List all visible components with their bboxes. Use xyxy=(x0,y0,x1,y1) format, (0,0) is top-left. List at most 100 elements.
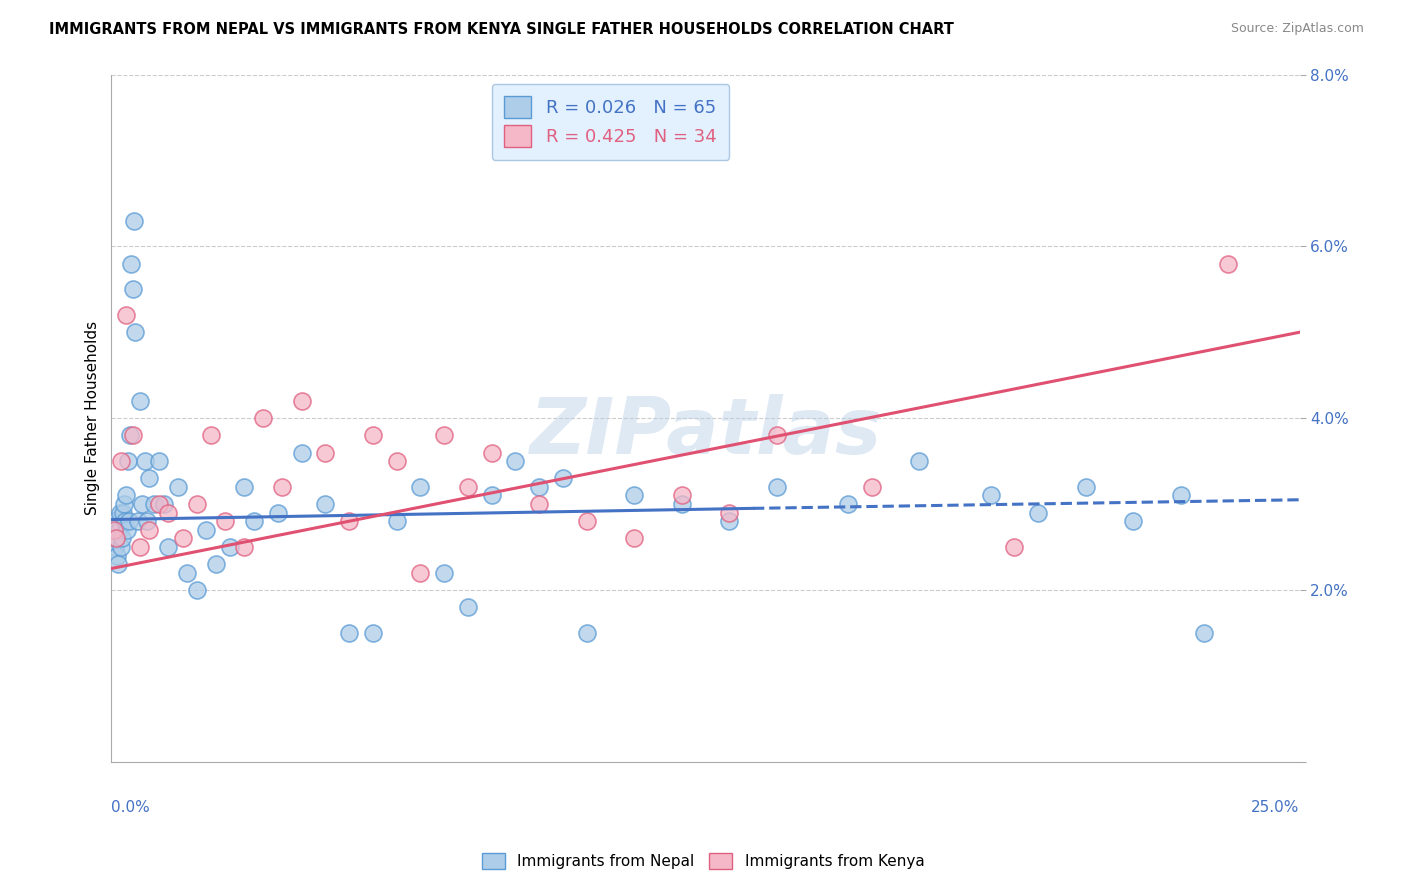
Point xyxy=(837,497,859,511)
Point xyxy=(152,497,174,511)
Point xyxy=(214,514,236,528)
Text: IMMIGRANTS FROM NEPAL VS IMMIGRANTS FROM KENYA SINGLE FATHER HOUSEHOLDS CORRELAT: IMMIGRANTS FROM NEPAL VS IMMIGRANTS FROM… xyxy=(49,22,955,37)
Point xyxy=(131,497,153,511)
Point xyxy=(219,540,242,554)
Point xyxy=(385,454,408,468)
Point xyxy=(134,454,156,468)
Point xyxy=(765,428,787,442)
Point xyxy=(551,471,574,485)
Point xyxy=(124,325,146,339)
Y-axis label: Single Father Households: Single Father Households xyxy=(86,321,100,516)
Point xyxy=(186,582,208,597)
Point xyxy=(314,497,336,511)
Point xyxy=(233,540,256,554)
Point xyxy=(138,471,160,485)
Point xyxy=(243,514,266,528)
Point xyxy=(361,626,384,640)
Point xyxy=(176,566,198,580)
Point xyxy=(908,454,931,468)
Point xyxy=(129,394,152,409)
Point xyxy=(105,532,128,546)
Point xyxy=(718,506,741,520)
Point xyxy=(575,626,598,640)
Point xyxy=(114,514,136,528)
Point xyxy=(105,532,128,546)
Point xyxy=(337,514,360,528)
Point xyxy=(409,566,432,580)
Text: 0.0%: 0.0% xyxy=(111,799,150,814)
Point xyxy=(120,428,142,442)
Point xyxy=(111,506,134,520)
Point xyxy=(314,445,336,459)
Point xyxy=(157,540,180,554)
Point xyxy=(505,454,527,468)
Point xyxy=(1026,506,1049,520)
Point xyxy=(527,480,550,494)
Point xyxy=(457,600,479,615)
Point xyxy=(860,480,883,494)
Point xyxy=(110,454,132,468)
Point xyxy=(122,213,145,227)
Point xyxy=(1194,626,1216,640)
Point xyxy=(409,480,432,494)
Point xyxy=(252,411,274,425)
Point xyxy=(1218,256,1240,270)
Point xyxy=(121,428,143,442)
Point xyxy=(623,532,645,546)
Legend: Immigrants from Nepal, Immigrants from Kenya: Immigrants from Nepal, Immigrants from K… xyxy=(475,847,931,875)
Point xyxy=(114,488,136,502)
Point xyxy=(112,497,135,511)
Point xyxy=(172,532,194,546)
Point xyxy=(1002,540,1025,554)
Point xyxy=(1074,480,1097,494)
Point xyxy=(127,514,149,528)
Point xyxy=(361,428,384,442)
Point xyxy=(671,488,693,502)
Point xyxy=(110,540,132,554)
Point xyxy=(385,514,408,528)
Point xyxy=(103,514,125,528)
Point xyxy=(138,523,160,537)
Point xyxy=(527,497,550,511)
Point xyxy=(186,497,208,511)
Point xyxy=(200,428,222,442)
Point xyxy=(120,256,142,270)
Point xyxy=(233,480,256,494)
Point xyxy=(136,514,159,528)
Point xyxy=(148,454,170,468)
Point xyxy=(157,506,180,520)
Point xyxy=(108,506,131,520)
Point xyxy=(121,282,143,296)
Point xyxy=(457,480,479,494)
Point xyxy=(167,480,190,494)
Point xyxy=(481,488,503,502)
Point xyxy=(433,428,456,442)
Legend: R = 0.026   N = 65, R = 0.425   N = 34: R = 0.026 N = 65, R = 0.425 N = 34 xyxy=(492,84,730,160)
Point xyxy=(117,454,139,468)
Point xyxy=(143,497,166,511)
Point xyxy=(129,540,152,554)
Point xyxy=(1122,514,1144,528)
Point xyxy=(108,523,131,537)
Point xyxy=(337,626,360,640)
Text: 25.0%: 25.0% xyxy=(1251,799,1299,814)
Point xyxy=(148,497,170,511)
Point xyxy=(671,497,693,511)
Point xyxy=(107,558,129,572)
Point xyxy=(290,445,312,459)
Point xyxy=(205,558,228,572)
Point xyxy=(575,514,598,528)
Point xyxy=(433,566,456,580)
Point xyxy=(103,523,125,537)
Point xyxy=(114,308,136,322)
Point xyxy=(765,480,787,494)
Point xyxy=(481,445,503,459)
Point xyxy=(105,549,128,563)
Point xyxy=(195,523,218,537)
Point xyxy=(118,514,141,528)
Point xyxy=(718,514,741,528)
Point xyxy=(267,506,290,520)
Point xyxy=(104,540,127,554)
Point xyxy=(980,488,1002,502)
Point xyxy=(623,488,645,502)
